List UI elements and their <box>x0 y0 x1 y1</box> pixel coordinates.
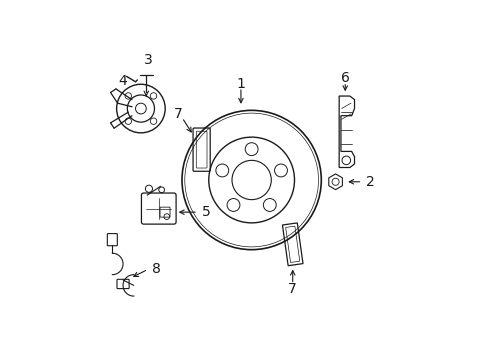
Text: 1: 1 <box>236 77 245 91</box>
Text: 4: 4 <box>118 74 126 88</box>
Text: 7: 7 <box>174 107 183 121</box>
Text: 3: 3 <box>143 53 152 67</box>
Text: 6: 6 <box>340 71 349 85</box>
Text: 7: 7 <box>288 282 297 296</box>
Text: 2: 2 <box>365 175 374 189</box>
Text: 5: 5 <box>201 205 210 219</box>
Text: 8: 8 <box>151 262 160 276</box>
